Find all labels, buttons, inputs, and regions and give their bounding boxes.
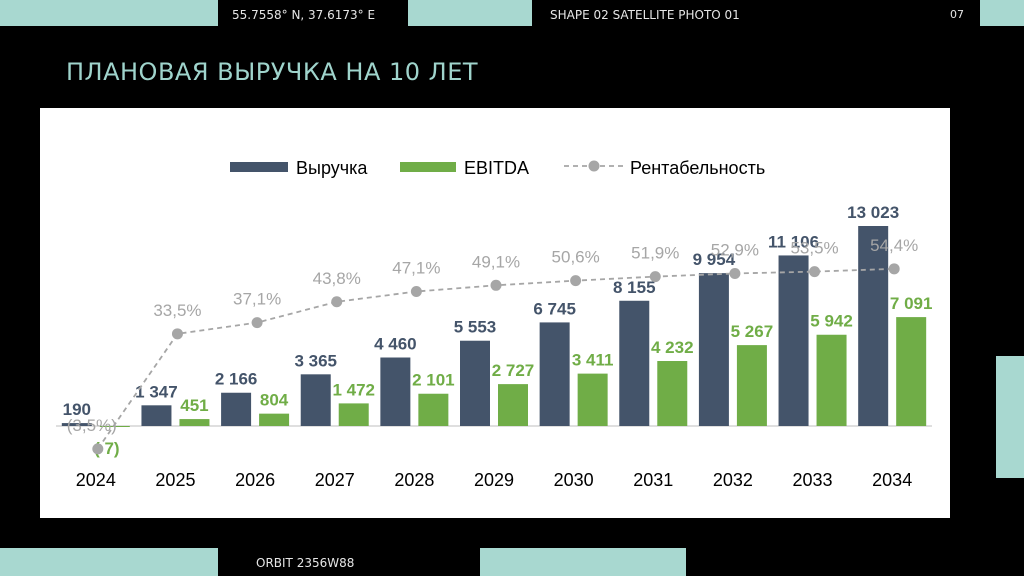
margin-line: [97, 267, 895, 450]
margin-point: [888, 263, 900, 275]
ebitda-label: 2 101: [412, 371, 455, 390]
ebitda-label: 7 091: [890, 294, 933, 313]
revenue-bar: [778, 255, 809, 426]
revenue-bar: [141, 405, 172, 426]
ebitda-bar: [338, 403, 369, 426]
legend-margin-marker: [588, 160, 600, 172]
revenue-label: 2 166: [215, 370, 258, 389]
margin-point: [410, 286, 422, 298]
margin-label: 37,1%: [233, 290, 281, 309]
ebitda-bar: [99, 426, 130, 427]
header-coordinates: 55.7558° N, 37.6173° E: [232, 8, 376, 22]
page-number: 07: [950, 8, 964, 21]
ebitda-bar: [816, 334, 847, 426]
x-tick-label: 2025: [155, 470, 195, 490]
ebitda-bar: [418, 393, 449, 426]
margin-label: (3,5%): [67, 416, 117, 435]
revenue-bar: [300, 374, 331, 426]
top-teal-bar-middle: [408, 0, 532, 26]
revenue-label: 13 023: [847, 203, 899, 222]
revenue-chart: 190( 7) 2024 1 347 451 2025 2 166 804 2026 3 365…: [40, 108, 950, 518]
page-title: ПЛАНОВАЯ ВЫРУЧКА НА 10 ЛЕТ: [66, 58, 479, 86]
top-teal-bar-right: [980, 0, 1024, 26]
margin-label: 52,9%: [711, 240, 759, 259]
x-tick-label: 2032: [713, 470, 753, 490]
margin-point: [490, 279, 502, 291]
chart-panel: 190( 7) 2024 1 347 451 2025 2 166 804 2026 3 365…: [40, 108, 950, 518]
revenue-bar: [380, 357, 411, 426]
margin-point: [171, 328, 183, 340]
header-shape-label: SHAPE 02 SATELLITE PHOTO 01: [550, 8, 740, 22]
margin-point: [570, 275, 582, 287]
margin-label: 54,4%: [870, 236, 918, 255]
ebitda-bar: [577, 373, 608, 426]
ebitda-label: 5 942: [810, 312, 853, 331]
revenue-bar: [858, 226, 889, 426]
ebitda-bar: [259, 413, 290, 426]
bottom-teal-bar-left: [0, 548, 218, 576]
margin-label: 43,8%: [313, 269, 361, 288]
legend-margin-label: Рентабельность: [630, 158, 765, 178]
ebitda-label: 4 232: [651, 338, 694, 357]
ebitda-bar: [896, 317, 927, 426]
x-tick-label: 2029: [474, 470, 514, 490]
x-tick-label: 2027: [315, 470, 355, 490]
revenue-bar: [619, 300, 650, 426]
x-tick-label: 2024: [76, 470, 116, 490]
revenue-label: 3 365: [294, 351, 337, 370]
margin-point: [92, 443, 104, 455]
ebitda-bar: [498, 384, 528, 426]
bottom-teal-bar-middle: [480, 548, 686, 576]
margin-point: [809, 266, 821, 278]
margin-point: [251, 317, 263, 329]
ebitda-label: 3 411: [572, 351, 614, 370]
legend-revenue-swatch: [230, 162, 288, 172]
ebitda-bar: [736, 345, 767, 426]
ebitda-label: 2 727: [492, 361, 535, 380]
revenue-label: 11 106: [768, 232, 819, 251]
margin-point: [729, 267, 741, 279]
ebitda-bar: [179, 419, 210, 426]
revenue-bar: [698, 273, 729, 426]
ebitda-label: 804: [260, 391, 289, 410]
margin-point: [331, 296, 343, 308]
revenue-bar: [539, 322, 570, 426]
revenue-bar: [61, 423, 92, 426]
margin-label: 49,1%: [472, 252, 520, 271]
margin-label: 47,1%: [392, 259, 440, 278]
margin-point: [649, 271, 661, 283]
revenue-bar: [460, 340, 490, 426]
revenue-label: 1 347: [135, 382, 178, 401]
x-tick-label: 2030: [554, 470, 594, 490]
ebitda-bar: [657, 361, 688, 426]
margin-label: 51,9%: [631, 244, 679, 263]
revenue-label: 8 155: [613, 278, 656, 297]
revenue-label: 4 460: [374, 335, 417, 354]
ebitda-label: 1 472: [332, 380, 375, 399]
legend-ebitda-label: EBITDA: [464, 158, 529, 178]
revenue-label: 190: [63, 400, 91, 419]
side-teal-bar-right: [996, 356, 1024, 478]
x-tick-label: 2031: [633, 470, 673, 490]
revenue-bar: [221, 392, 252, 426]
legend-revenue-label: Выручка: [296, 158, 368, 178]
margin-label: 53,5%: [790, 239, 838, 258]
x-tick-label: 2026: [235, 470, 275, 490]
margin-label: 50,6%: [552, 248, 600, 267]
revenue-label: 6 745: [533, 299, 576, 318]
margin-label: 33,5%: [153, 301, 201, 320]
legend-ebitda-swatch: [400, 162, 456, 172]
ebitda-label: 5 267: [731, 322, 774, 341]
revenue-label: 5 553: [454, 318, 497, 337]
x-tick-label: 2033: [793, 470, 833, 490]
revenue-label: 9 954: [693, 250, 736, 269]
ebitda-label: 451: [180, 396, 208, 415]
footer-orbit-label: ORBIT 2356W88: [256, 556, 355, 570]
top-teal-bar-left: [0, 0, 218, 26]
x-tick-label: 2034: [872, 470, 912, 490]
x-tick-label: 2028: [394, 470, 434, 490]
